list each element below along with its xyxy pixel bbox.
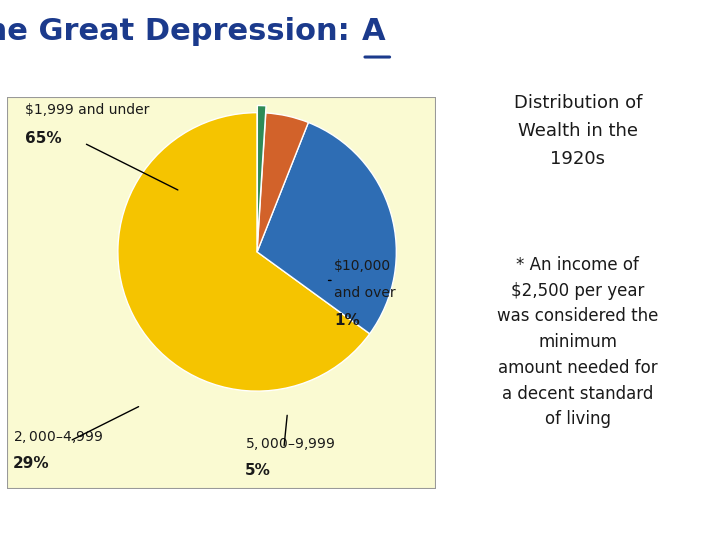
Text: * An income of
$2,500 per year
was considered the
minimum
amount needed for
a de: * An income of $2,500 per year was consi… [497, 256, 659, 428]
Text: $5,000 – $9,999: $5,000 – $9,999 [245, 436, 335, 452]
Text: 1%: 1% [334, 313, 359, 328]
Text: $1,999 and under: $1,999 and under [25, 104, 150, 118]
Text: Distribution of
Wealth in the
1920s: Distribution of Wealth in the 1920s [513, 94, 642, 168]
Text: and over: and over [334, 286, 395, 300]
Wedge shape [118, 113, 370, 391]
Text: 65%: 65% [25, 131, 62, 146]
Text: Causes of the Great Depression:: Causes of the Great Depression: [0, 17, 360, 45]
Text: $2,000 – $4,999: $2,000 – $4,999 [12, 429, 103, 445]
Wedge shape [257, 113, 308, 252]
Text: A: A [362, 17, 386, 45]
Text: 29%: 29% [12, 456, 49, 471]
Text: 5%: 5% [245, 463, 271, 478]
Wedge shape [257, 123, 396, 334]
Wedge shape [257, 105, 266, 245]
FancyBboxPatch shape [7, 97, 436, 489]
Text: $10,000: $10,000 [334, 259, 391, 273]
